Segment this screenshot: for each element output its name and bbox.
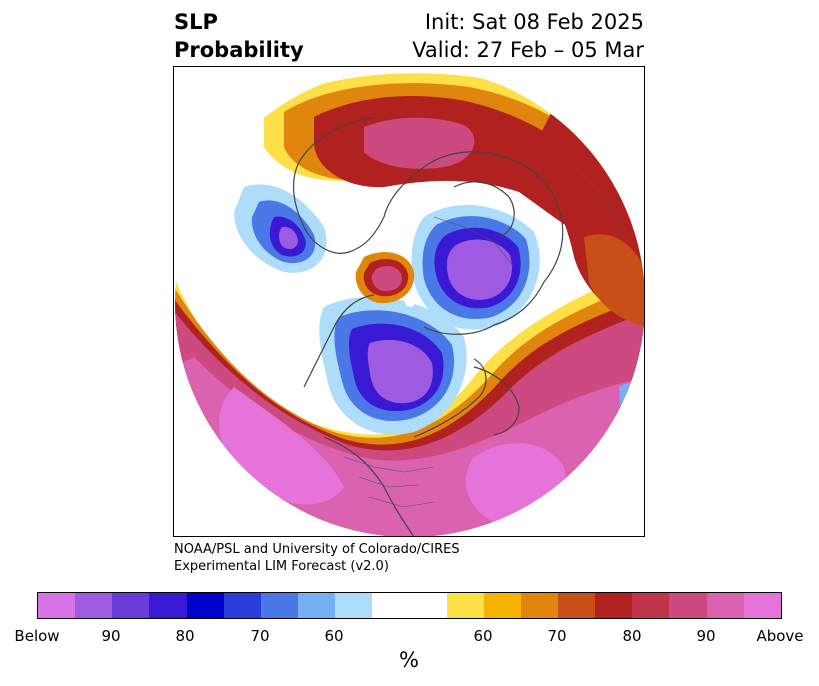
colorbar-unit: % bbox=[399, 648, 419, 672]
title-variable: SLP bbox=[174, 10, 218, 34]
colorbar-segment bbox=[335, 593, 373, 618]
colorbar-tick-label: 70 bbox=[250, 627, 270, 645]
colorbar-tick-label: 80 bbox=[175, 627, 195, 645]
colorbar-segment bbox=[669, 593, 707, 618]
colorbar-segment bbox=[75, 593, 113, 618]
colorbar-tick-label: 80 bbox=[622, 627, 642, 645]
warm-core-atlantic bbox=[465, 443, 566, 523]
colorbar-segment bbox=[149, 593, 187, 618]
valid-range: Valid: 27 Feb – 05 Mar bbox=[412, 38, 644, 62]
map-title: SLP Probability bbox=[174, 8, 304, 64]
data-credit: NOAA/PSL and University of Colorado/CIRE… bbox=[174, 541, 460, 575]
colorbar-tick-label: Above bbox=[756, 627, 804, 645]
colorbar-segment bbox=[557, 593, 596, 618]
init-date: Init: Sat 08 Feb 2025 bbox=[424, 10, 644, 34]
probability-map bbox=[173, 66, 645, 537]
colorbar-tick-label: 90 bbox=[696, 627, 716, 645]
colorbar-segment bbox=[297, 593, 336, 618]
colorbar-segment bbox=[186, 593, 224, 618]
colorbar-tick-label: Below bbox=[14, 627, 60, 645]
colorbar-segment bbox=[112, 593, 150, 618]
colorbar-segment bbox=[706, 593, 744, 618]
colorbar-segment bbox=[483, 593, 521, 618]
credit-line-1: NOAA/PSL and University of Colorado/CIRE… bbox=[174, 542, 460, 557]
colorbar-segment bbox=[520, 593, 558, 618]
colorbar bbox=[37, 592, 782, 619]
colorbar-segment bbox=[595, 593, 633, 618]
colorbar-segment bbox=[38, 593, 76, 618]
credit-line-2: Experimental LIM Forecast (v2.0) bbox=[174, 559, 389, 574]
colorbar-segment bbox=[632, 593, 670, 618]
forecast-dates: Init: Sat 08 Feb 2025 Valid: 27 Feb – 05… bbox=[412, 8, 644, 64]
colorbar-tick-label: 60 bbox=[324, 627, 344, 645]
colorbar-segment bbox=[223, 593, 261, 618]
colorbar-segment bbox=[446, 593, 484, 618]
colorbar-tick-label: 60 bbox=[473, 627, 493, 645]
colorbar-segment bbox=[372, 593, 410, 618]
colorbar-segment bbox=[260, 593, 298, 618]
coastlines bbox=[293, 116, 564, 536]
probability-field bbox=[175, 67, 644, 536]
cold-patch-east bbox=[619, 383, 644, 428]
polar-map-svg bbox=[175, 67, 644, 536]
colorbar-tick-label: 70 bbox=[547, 627, 567, 645]
title-metric: Probability bbox=[174, 38, 304, 62]
colorbar-segment bbox=[743, 593, 781, 618]
colorbar-segment bbox=[409, 593, 447, 618]
colorbar-tick-label: 90 bbox=[101, 627, 121, 645]
